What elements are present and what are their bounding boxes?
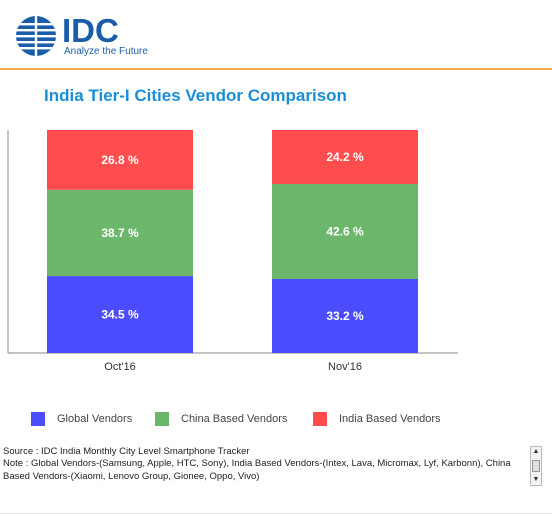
brand-name: IDC [62, 12, 119, 49]
legend-item[interactable]: China Based Vendors [155, 412, 287, 426]
legend-label: China Based Vendors [181, 413, 288, 425]
scroll-up-icon[interactable]: ▲ [532, 448, 540, 455]
vendor-note: Note : Global Vendors-(Samsung, Apple, H… [3, 458, 511, 482]
header: IDC Analyze the Future [0, 0, 552, 70]
bar-segment[interactable] [272, 278, 418, 353]
legend-item[interactable]: Global Vendors [31, 412, 132, 426]
chart-title: India Tier-I Cities Vendor Comparison [44, 86, 347, 105]
data-label: 24.2 % [326, 150, 364, 164]
legend-swatch [31, 412, 45, 426]
brand-tagline: Analyze the Future [64, 46, 148, 57]
data-label: 34.5 % [101, 308, 139, 322]
scroll-thumb[interactable] [532, 460, 540, 472]
bar-segment[interactable] [47, 189, 193, 277]
globe-icon [16, 16, 56, 56]
stacked-bar-chart: 34.5 % 38.7 % 26.8 % Oct'16 33.2 % 42.6 % 24.2… [7, 130, 458, 373]
legend-swatch [313, 412, 327, 426]
scroll-down-icon[interactable]: ▼ [532, 476, 540, 483]
header-divider [0, 68, 552, 70]
bar-segment[interactable] [47, 130, 193, 190]
bar-segment[interactable] [272, 130, 418, 184]
legend-swatch [155, 412, 169, 426]
bar-segment[interactable] [272, 183, 418, 279]
chart-legend: Global Vendors China Based Vendors India B… [0, 412, 552, 434]
notes-scrollbar[interactable]: ▲ ▼ [530, 446, 542, 486]
bar-segment[interactable] [47, 276, 193, 353]
chart-notes: Source : IDC India Monthly City Level Sm… [3, 446, 518, 486]
x-tick-label: Oct'16 [104, 361, 135, 373]
data-label: 26.8 % [101, 153, 139, 167]
legend-label: India Based Vendors [339, 413, 441, 425]
legend-label: Global Vendors [57, 413, 133, 425]
idc-logo[interactable]: IDC Analyze the Future [14, 10, 148, 62]
x-tick-label: Nov'16 [328, 361, 362, 373]
source-note: Source : IDC India Monthly City Level Sm… [3, 446, 250, 457]
data-label: 33.2 % [326, 309, 364, 323]
data-label: 42.6 % [326, 224, 364, 238]
legend-item[interactable]: India Based Vendors [313, 412, 441, 426]
bottom-divider [0, 513, 552, 514]
data-label: 38.7 % [101, 226, 139, 240]
